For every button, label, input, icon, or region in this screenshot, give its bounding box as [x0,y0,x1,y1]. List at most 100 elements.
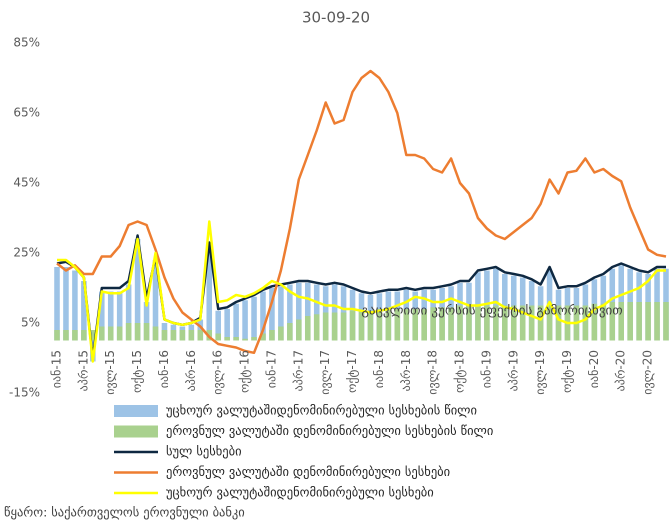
chart-title: 30-09-20 [302,9,370,27]
bar [63,330,69,341]
bar [555,305,562,341]
x-tick-label: იან-17 [264,350,278,388]
bar [107,291,114,341]
bar [54,330,60,341]
legend-swatch [114,405,158,417]
bar [224,337,230,341]
line [56,69,667,355]
bar [143,323,150,341]
bar [618,302,624,341]
bar [134,239,141,341]
bar [188,330,195,341]
bar [654,302,660,341]
legend-swatch [114,425,158,438]
bar [269,288,275,341]
bar [278,326,284,341]
x-tick-label: იან-16 [157,350,171,388]
y-tick-label: 5% [21,316,40,330]
x-tick-label: ოქტ-16 [238,350,252,393]
legend-label: უცხოურ ვალუტაშიდენომინირებული სესხები [166,485,434,500]
bar [600,303,607,341]
bar [385,309,392,341]
bar [107,326,114,341]
bar [304,282,311,341]
bar [367,310,374,341]
bar [376,309,383,341]
bar [448,307,454,341]
bar [466,305,472,341]
annotation: გაცვლითი კურსის ეფექტის გამორიცხვით [361,304,622,319]
x-tick-label: ივლ-16 [211,350,225,395]
bar [161,330,168,341]
y-tick-label: 85% [13,36,40,50]
bar [242,300,248,341]
bar [242,338,248,341]
bar [663,302,669,341]
bar [493,268,499,341]
bar [54,267,60,341]
bar [116,326,123,341]
y-tick-label: -15% [9,386,40,400]
legend-label: ეროვნულ ვალუტაში დენომინირებული სესხები [166,464,450,479]
y-tick-label: 45% [13,176,40,190]
bar [63,267,69,341]
bar [125,284,132,341]
bar [519,305,526,341]
bar [269,330,275,341]
bar [394,309,401,341]
bar [304,316,311,341]
bar [313,284,320,341]
bar [99,326,105,341]
x-tick-label: აპრ-17 [291,350,305,391]
bar [349,310,356,341]
x-tick-label: აპრ-18 [399,350,413,391]
bar [537,305,544,341]
bar [322,312,329,341]
line [57,220,666,363]
x-tick-label: იან-20 [587,350,601,388]
bar [591,303,598,341]
bar [260,291,266,341]
legend-label: სულ სესხები [166,444,242,459]
bar [358,310,365,341]
bar [403,309,410,341]
bar [313,314,320,341]
bar [502,305,508,341]
bar [152,326,159,341]
bar [340,312,347,341]
x-tick-label: ივლ-18 [426,350,440,395]
legend-label: უცხოურ ვალუტაშიდენომინირებული სესხების წ… [166,403,477,418]
bar [143,302,150,341]
bar [296,319,302,341]
bar [251,337,257,341]
bar [134,323,141,341]
x-tick-label: იან-15 [50,350,64,388]
bar [215,310,221,341]
bar [430,307,436,341]
x-tick-label: ივლ-15 [103,350,117,395]
bar [260,333,266,341]
bar [510,305,517,341]
bar [457,305,463,341]
bar [528,305,535,341]
bar [125,323,132,341]
x-tick-label: ოქტ-18 [453,350,467,393]
y-tick-label: 25% [13,246,40,260]
bar [179,330,186,341]
bar [215,333,221,341]
bar [287,284,293,341]
bar [99,291,105,341]
bar [152,260,159,341]
bar [90,330,96,341]
bar [296,282,302,341]
x-tick-label: ივლ-20 [641,350,655,395]
x-tick-label: ივლ-17 [318,350,332,395]
bar [484,305,490,341]
bar [72,270,78,341]
bar [197,330,204,341]
x-tick-label: ოქტ-19 [560,350,574,393]
y-tick-label: 65% [13,106,40,120]
source: წყარო: საქართველოს ეროვნული ბანკი [4,505,245,520]
bar [170,330,177,341]
